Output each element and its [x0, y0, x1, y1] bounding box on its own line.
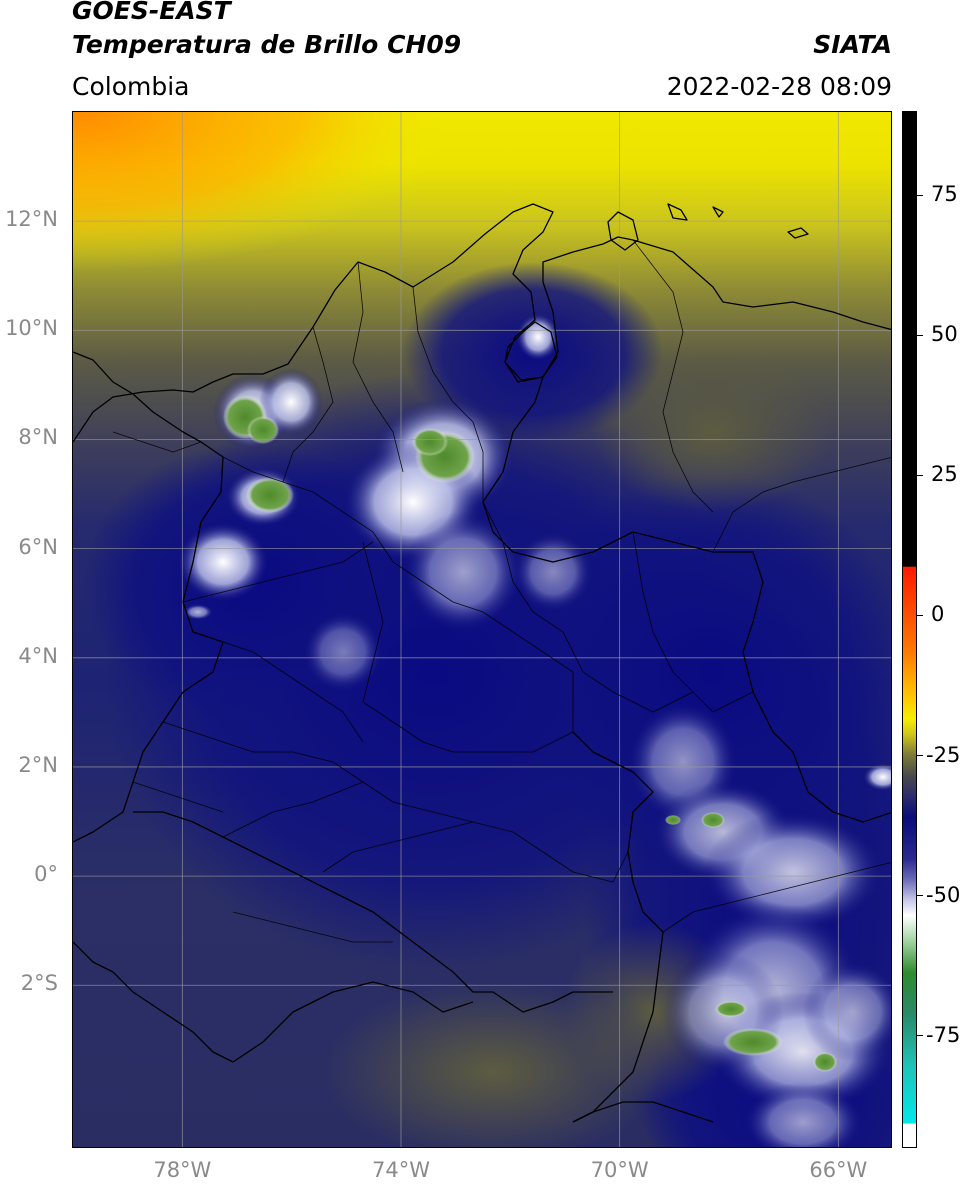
colorbar-tick-label: -25 [926, 742, 961, 767]
latitude-tick-label: 2°N [18, 752, 58, 777]
colorbar-tick-label: 75 [931, 182, 958, 207]
longitude-tick-label: 78°W [153, 1158, 212, 1182]
colorbar-tick-mark [917, 755, 923, 757]
longitude-tick-label: 66°W [809, 1158, 868, 1182]
colorbar-tick-mark [917, 474, 923, 476]
colorbar [902, 111, 917, 1148]
latitude-tick-label: 4°N [18, 643, 58, 668]
map-canvas [73, 112, 891, 1147]
colorbar-tick-mark [917, 194, 923, 196]
colorbar-tick-label: -50 [926, 882, 961, 907]
colorbar-tick-mark [917, 1035, 923, 1037]
colorbar-tick-mark [917, 334, 923, 336]
latitude-tick-label: 6°N [18, 534, 58, 559]
colorbar-tick-label: -75 [926, 1022, 961, 1047]
colorbar-tick-label: 50 [931, 322, 958, 347]
colorbar-tick-mark [917, 895, 923, 897]
colorbar-tick-label: 0 [931, 602, 945, 627]
colorbar-gradient [903, 112, 916, 1147]
latitude-tick-label: 8°N [18, 425, 58, 450]
latitude-tick-label: 2°S [20, 971, 58, 996]
longitude-tick-label: 70°W [590, 1158, 649, 1182]
borders-and-coastlines [73, 203, 891, 1123]
warm-corner [73, 112, 453, 272]
title-line-2: Temperatura de Brillo CH09 [72, 30, 462, 59]
department-boundaries [112, 239, 891, 943]
latitude-tick-label: 0° [34, 862, 58, 887]
latitude-tick-label: 10°N [5, 316, 58, 341]
coldest-cores [223, 395, 837, 1072]
map-panel[interactable] [72, 111, 892, 1148]
longitude-tick-label: 74°W [372, 1158, 430, 1182]
datetime-label: 2022-02-28 08:09 [666, 72, 892, 101]
colorbar-tick-mark [917, 614, 923, 616]
source-label: SIATA [813, 30, 892, 59]
colorbar-tick-label: 25 [931, 462, 958, 487]
graticule [73, 112, 891, 1147]
latitude-tick-label: 12°N [5, 207, 58, 232]
region-label: Colombia [72, 72, 190, 101]
title-line-1: GOES-EAST [72, 0, 231, 25]
